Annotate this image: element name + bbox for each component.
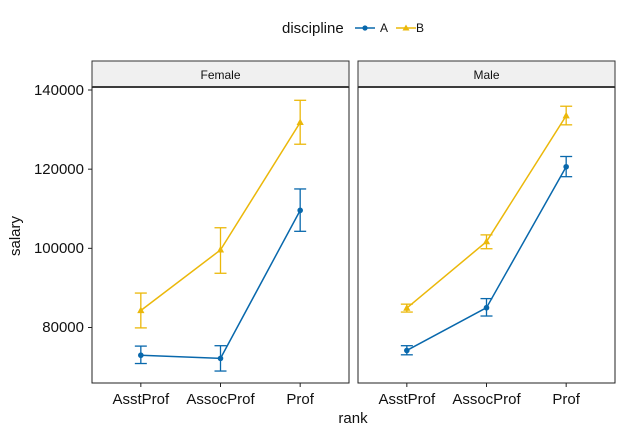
data-point	[216, 245, 225, 253]
y-axis: salary 80000 100000 120000 140000	[7, 82, 84, 336]
y-tick-label: 100000	[34, 240, 84, 257]
data-point	[404, 347, 410, 354]
legend-item-b: B	[396, 21, 424, 35]
data-point	[137, 306, 145, 314]
x-tick-label: AssocProf	[452, 391, 521, 408]
x-axis-title: rank	[338, 410, 368, 427]
panel-male: Male AsstProf AssocProf Prof	[357, 60, 616, 408]
y-tick-label: 140000	[34, 82, 84, 99]
data-point	[138, 352, 144, 359]
data-point	[563, 163, 569, 170]
series-a	[134, 188, 307, 372]
legend-marker-b	[402, 24, 410, 31]
y-axis-title: salary	[7, 215, 24, 256]
legend-label-b: B	[416, 21, 424, 35]
series-line	[140, 122, 301, 312]
series-a	[400, 155, 573, 356]
legend-marker-a	[362, 25, 368, 31]
x-tick-label: AsstProf	[112, 391, 170, 408]
series-line	[406, 115, 567, 309]
data-point	[296, 118, 304, 126]
y-tick-label: 80000	[42, 319, 84, 336]
facet-strip-label: Female	[200, 68, 240, 82]
series-line	[406, 166, 567, 352]
x-tick-label: Prof	[286, 391, 314, 408]
facet-strip-label: Male	[473, 68, 499, 82]
legend-item-a: A	[355, 21, 388, 35]
legend-label-a: A	[380, 21, 388, 35]
panel-female: Female AsstProf AssocProf Prof	[88, 60, 350, 408]
data-point	[483, 304, 490, 311]
data-point	[403, 304, 411, 311]
data-point	[297, 207, 303, 214]
facet-strip	[91, 60, 350, 88]
legend: discipline A B	[282, 20, 424, 37]
y-tick-label: 120000	[34, 161, 84, 178]
data-point	[562, 111, 570, 119]
facet-panels: Female AsstProf AssocProf Prof Male AsstProf A…	[88, 60, 616, 408]
x-tick-label: Prof	[552, 391, 580, 408]
series-b	[134, 99, 307, 329]
x-tick-label: AssocProf	[186, 391, 255, 408]
legend-title: discipline	[282, 20, 344, 37]
series-b	[400, 105, 573, 313]
data-point	[482, 237, 491, 245]
x-tick-label: AsstProf	[378, 391, 436, 408]
data-point	[217, 355, 224, 362]
